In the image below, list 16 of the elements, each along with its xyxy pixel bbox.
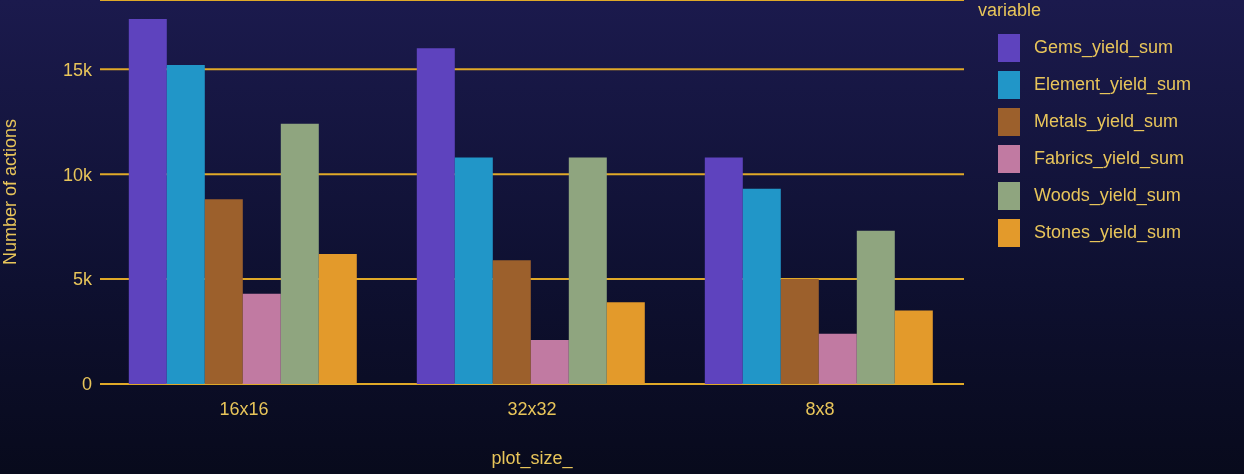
legend-label: Fabrics_yield_sum [1034,148,1185,169]
legend-label: Stones_yield_sum [1034,222,1182,243]
y-tick-label: 5k [72,269,93,290]
y-axis-title: Number of actions [0,118,21,266]
y-tick-label: 0 [81,374,92,395]
x-tick-label: 16x16 [219,398,269,419]
legend-label: Gems_yield_sum [1034,37,1174,58]
legend-label: Element_yield_sum [1034,74,1192,95]
legend-label: Woods_yield_sum [1034,185,1181,206]
legend-label: Metals_yield_sum [1034,111,1179,132]
x-tick-label: 8x8 [805,398,835,419]
x-axis-title: plot_size_ [491,448,574,469]
legend-title: variable [978,0,1043,21]
x-tick-label: 32x32 [507,398,557,419]
y-tick-label: 15k [62,59,93,80]
y-tick-label: 10k [62,164,93,185]
